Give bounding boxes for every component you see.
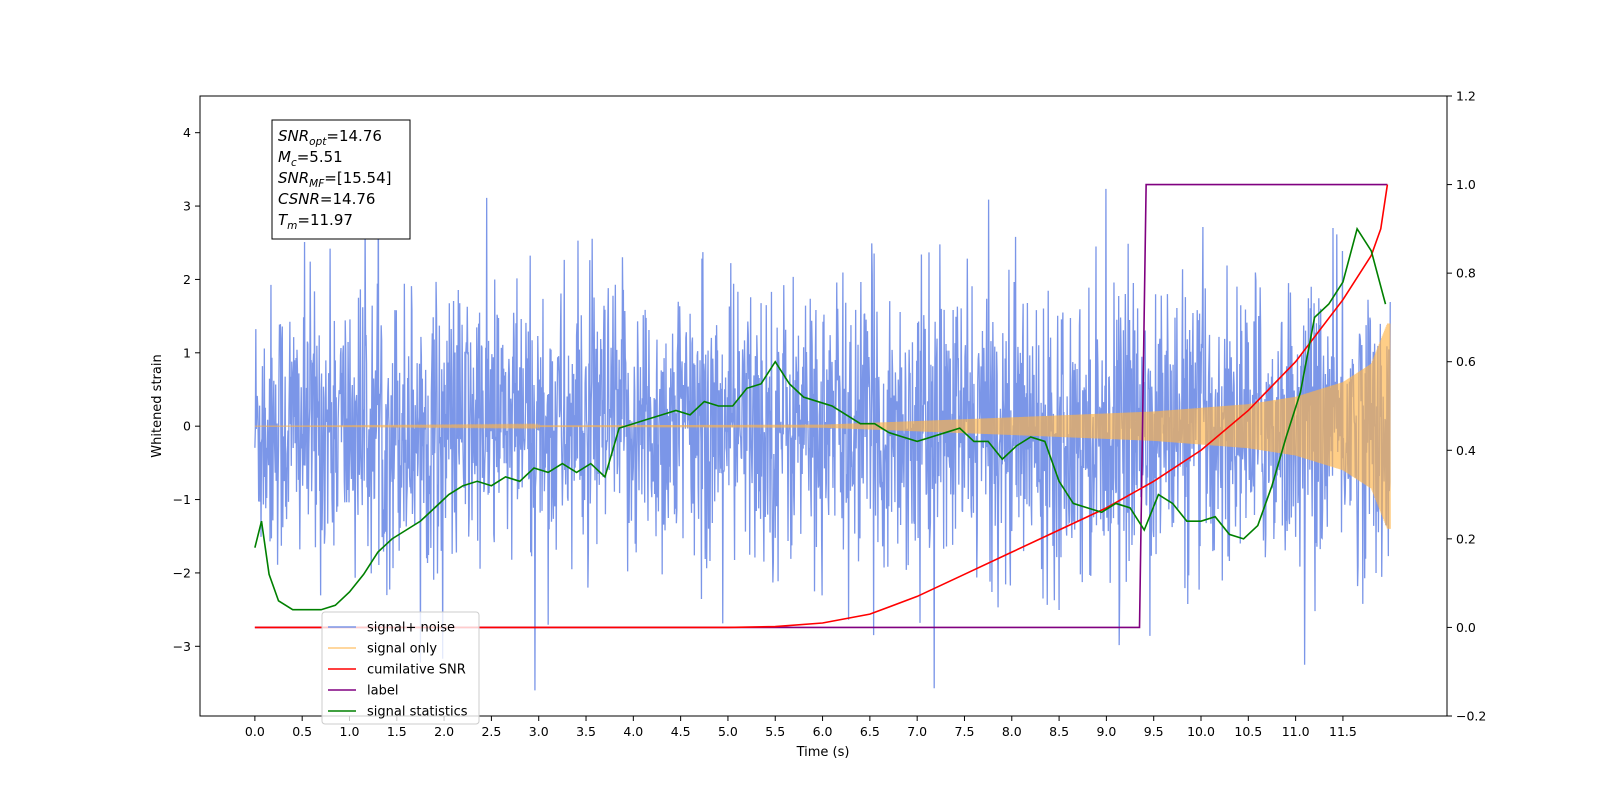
x-tick-label: 9.5 <box>1144 724 1164 739</box>
annotation-line: Tm=11.97 <box>278 211 353 232</box>
y-left-tick-label: 0 <box>183 419 191 434</box>
x-tick-label: 4.5 <box>671 724 691 739</box>
x-tick-label: 11.0 <box>1282 724 1310 739</box>
x-tick-label: 5.0 <box>718 724 738 739</box>
x-tick-label: 7.0 <box>907 724 927 739</box>
y-right-tick-label: 0.2 <box>1456 531 1476 546</box>
x-tick-label: 3.0 <box>529 724 549 739</box>
y-right-tick-label: 1.0 <box>1456 177 1476 192</box>
y-right-tick-label: 0.8 <box>1456 266 1476 281</box>
x-tick-label: 1.5 <box>387 724 407 739</box>
x-tick-label: 10.0 <box>1187 724 1215 739</box>
x-tick-label: 1.0 <box>340 724 360 739</box>
y-right-tick-label: 0.0 <box>1456 620 1476 635</box>
y-left-tick-label: −3 <box>173 639 191 654</box>
series-layer <box>254 160 1391 691</box>
legend-label: signal+ noise <box>367 621 455 636</box>
y-right-tick-label: −0.2 <box>1456 709 1486 724</box>
y-left-tick-label: 4 <box>183 125 191 140</box>
legend-label: label <box>367 684 398 699</box>
y-right-tick-label: 1.2 <box>1456 89 1476 104</box>
legend-label: signal statistics <box>367 705 468 720</box>
y-left-axis: −3 −2 −1 0 1 2 3 4 <box>173 125 200 654</box>
series-signal-noise-line <box>254 160 1391 691</box>
x-tick-label: 8.5 <box>1049 724 1069 739</box>
stats-annotation-box: SNRopt=14.76Mc=5.51SNRMF=[15.54]CSNR=14.… <box>271 119 411 240</box>
series-signal-statistics-line <box>254 226 1387 611</box>
series-cumulative-snr-line <box>254 184 1389 629</box>
y-right-axis: −0.2 0.0 0.2 0.4 0.6 0.8 1.0 1.2 <box>1447 89 1486 724</box>
x-axis: 0.0 0.5 1.0 1.5 2.0 2.5 3.0 3.5 4.0 4.5 5.0 5.5 6.0 6… <box>245 716 1357 739</box>
x-axis-label: Time (s) <box>796 745 850 760</box>
annotation-line: SNRopt=14.76 <box>278 127 382 148</box>
x-tick-label: 2.5 <box>481 724 501 739</box>
plot-frame <box>199 95 1448 717</box>
x-tick-label: 6.5 <box>860 724 880 739</box>
y-left-tick-label: −1 <box>173 492 191 507</box>
legend-label: signal only <box>367 642 437 657</box>
annotation-line: CSNR=14.76 <box>278 190 375 208</box>
x-tick-label: 3.5 <box>576 724 596 739</box>
legend: signal+ noise signal only cumilative SNR la… <box>321 611 480 725</box>
x-tick-label: 4.0 <box>623 724 643 739</box>
x-tick-label: 7.5 <box>955 724 975 739</box>
y-axis-label: Whitened strain <box>150 354 165 457</box>
series-signal-only-line <box>254 323 1391 529</box>
x-tick-label: 8.0 <box>1002 724 1022 739</box>
y-left-tick-label: 2 <box>183 272 191 287</box>
x-tick-label: 6.0 <box>813 724 833 739</box>
annotation-frame <box>271 119 411 240</box>
y-right-tick-label: 0.6 <box>1456 354 1476 369</box>
x-tick-label: 9.0 <box>1096 724 1116 739</box>
x-tick-label: 11.5 <box>1329 724 1357 739</box>
annotation-line: SNRMF=[15.54] <box>278 169 392 190</box>
x-tick-label: 2.0 <box>434 724 454 739</box>
x-tick-label: 0.5 <box>292 724 312 739</box>
x-tick-label: 5.5 <box>765 724 785 739</box>
y-right-tick-label: 0.4 <box>1456 443 1476 458</box>
legend-label: cumilative SNR <box>367 663 466 678</box>
y-left-tick-label: 1 <box>183 345 191 360</box>
x-tick-label: 10.5 <box>1234 724 1262 739</box>
annotation-line: Mc=5.51 <box>278 148 343 169</box>
y-left-tick-label: 3 <box>183 199 191 214</box>
legend-frame <box>321 611 480 725</box>
x-tick-label: 0.0 <box>245 724 265 739</box>
y-left-tick-label: −2 <box>173 565 191 580</box>
